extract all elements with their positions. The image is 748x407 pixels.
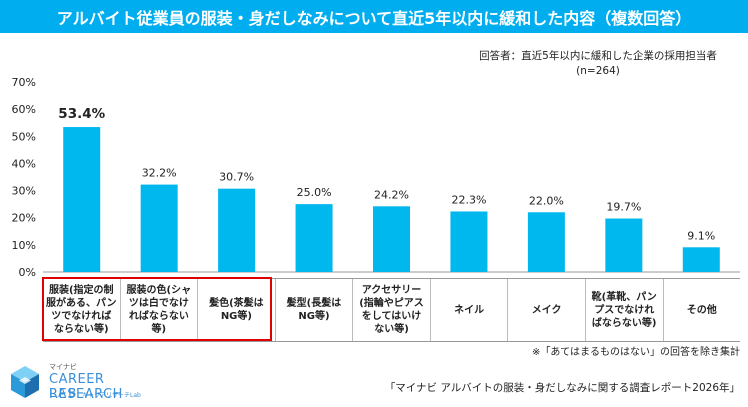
respondent-text: 回答者：直近5年以内に緩和した企業の採用担当者 <box>479 50 717 62</box>
chart-title: アルバイト従業員の服装・身だしなみについて直近5年以内に緩和した内容（複数回答） <box>0 0 748 33</box>
category-label: 靴(革靴、パン プスでなけれ ばならない等) <box>584 279 663 341</box>
bar <box>373 206 410 272</box>
y-tick-label: 60% <box>12 103 36 116</box>
category-label: 髪色(茶髪は NG等) <box>197 279 275 341</box>
logo-sub-text: キャリアリサーチLab <box>82 392 141 399</box>
bar <box>63 127 101 272</box>
bar <box>527 212 565 272</box>
bar <box>682 247 720 272</box>
bar <box>450 211 488 272</box>
category-label: その他 <box>662 279 741 341</box>
category-label: アクセサリー (指輪やピアス をしてはいけ ない等) <box>352 279 430 341</box>
data-label: 32.2% <box>142 167 177 180</box>
category-label: 服装(指定の制 服がある、パン ツでなければ ならない等) <box>46 285 117 335</box>
data-label: 25.0% <box>297 186 332 199</box>
y-tick-label: 30% <box>12 185 36 198</box>
data-label: 22.3% <box>451 193 486 206</box>
data-label: 22.0% <box>529 194 564 207</box>
category-label: 髪型(長髪は NG等) <box>274 279 353 341</box>
y-tick-label: 40% <box>12 157 36 170</box>
y-tick-label: 50% <box>12 130 36 143</box>
category-label: メイク <box>507 279 585 341</box>
bar <box>295 204 333 272</box>
bar <box>605 218 643 272</box>
bar <box>218 188 256 272</box>
sample-size: (n=264) <box>576 65 620 77</box>
category-label: ネイル <box>429 279 508 341</box>
data-label: 53.4% <box>58 106 105 122</box>
logo-brand: マイナビ <box>49 363 77 371</box>
y-tick-label: 0% <box>19 266 36 279</box>
y-tick-label: 20% <box>12 212 36 225</box>
data-label: 30.7% <box>219 171 254 184</box>
logo-main-text: CAREER RESEARCH <box>49 372 123 402</box>
logo-lab-text: LAB <box>49 386 79 400</box>
cube-logo-icon <box>11 366 39 398</box>
y-tick-label: 10% <box>12 239 36 252</box>
y-tick-label: 70% <box>12 76 36 89</box>
data-label: 24.2% <box>374 188 409 201</box>
respondent-note: 回答者：直近5年以内に緩和した企業の採用担当者 (n=264) <box>458 49 738 79</box>
career-research-lab-logo: マイナビ CAREER RESEARCH LAB キャリアリサーチLab <box>6 361 166 403</box>
bar <box>140 184 178 272</box>
source-citation: 「マイナビ アルバイトの服装・身だしなみに関する調査レポート2026年」 <box>384 382 740 394</box>
bar-chart: 0% 10% 20% 30% 40% 50% 60% 70% 53.4% 32.2% 30.7% 25… <box>12 76 740 279</box>
category-label: 服装の色(シャ ツは白でなけ ればならない 等) <box>119 279 198 341</box>
data-label: 19.7% <box>606 201 641 214</box>
category-table: 服装(指定の制 服がある、パン ツでなければ ならない等) 服装の色(シャ ツは白… <box>43 278 740 342</box>
data-label: 9.1% <box>687 229 715 242</box>
footnote: ※「あてはまるものはない」の回答を除き集計 <box>532 347 740 358</box>
